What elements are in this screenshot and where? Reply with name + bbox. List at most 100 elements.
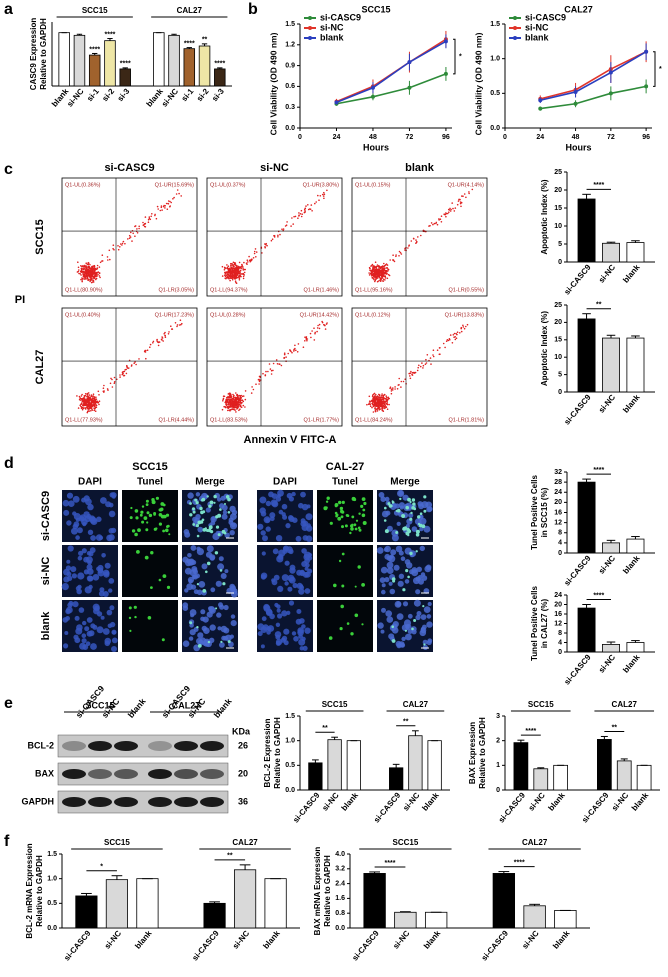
tunel-signal	[134, 509, 139, 513]
x-tick-label: 24	[536, 134, 544, 141]
x-tick-label: si-1	[180, 86, 196, 103]
x-tick-label: si-NC	[320, 791, 340, 813]
event-dot	[394, 388, 396, 390]
event-dot	[376, 401, 379, 404]
flow-plot: Q1-UL(0.12%) Q1-UR(13.83%)Q1-LL(84.24%) Q1…	[351, 307, 488, 427]
nucleus	[288, 600, 295, 606]
event-dot	[96, 264, 99, 267]
event-dot	[407, 247, 409, 249]
event-dot	[376, 395, 379, 397]
event-dot	[310, 204, 313, 206]
tunel-signal	[146, 521, 149, 524]
y-tick-label: 0.8	[335, 910, 345, 917]
y-tick-label: 0.3	[285, 104, 295, 111]
x-tick-label: si-CASC9	[497, 790, 528, 824]
nucleus	[284, 581, 289, 586]
event-dot	[227, 268, 230, 271]
event-dot	[390, 392, 393, 395]
event-dot	[90, 404, 92, 407]
event-dot	[98, 272, 101, 274]
nucleus	[415, 614, 421, 621]
event-dot	[79, 271, 82, 273]
tunel-signal	[334, 511, 338, 515]
nucleus	[291, 491, 296, 497]
event-dot	[80, 407, 83, 410]
event-dot	[111, 378, 113, 381]
nucleus	[77, 584, 82, 590]
nucleus	[98, 590, 105, 597]
event-dot	[77, 270, 79, 273]
tunel-signal	[227, 640, 231, 644]
event-dot	[144, 223, 147, 225]
nucleus	[293, 636, 299, 642]
event-dot	[454, 336, 457, 338]
event-dot	[468, 191, 470, 193]
event-dot	[463, 193, 466, 195]
event-dot	[96, 268, 98, 271]
event-dot	[235, 272, 238, 275]
tunel-signal	[415, 533, 420, 537]
tunel-signal	[407, 575, 410, 579]
nucleus	[286, 610, 291, 616]
event-dot	[122, 370, 125, 373]
tunel-signal	[140, 510, 144, 514]
tunel-signal	[362, 508, 366, 512]
nucleus	[403, 619, 412, 627]
event-dot	[377, 269, 379, 271]
significance: **	[403, 719, 409, 726]
event-dot	[242, 275, 245, 278]
x-tick-label: si-NC	[597, 263, 617, 285]
event-dot	[238, 279, 241, 281]
event-dot	[273, 234, 276, 237]
event-dot	[308, 208, 311, 210]
event-dot	[449, 210, 452, 212]
group-label: CAL27	[403, 700, 429, 709]
event-dot	[128, 237, 131, 239]
bar	[104, 40, 116, 87]
event-dot	[78, 398, 81, 401]
nucleus	[275, 622, 281, 627]
y-tick-label: 15	[554, 337, 562, 344]
event-dot	[369, 405, 372, 408]
bar	[394, 911, 417, 929]
event-dot	[377, 265, 379, 268]
nucleus	[221, 513, 228, 520]
tunel-signal	[341, 500, 345, 504]
event-dot	[252, 257, 255, 259]
event-dot	[453, 210, 456, 212]
event-dot	[272, 362, 275, 365]
event-dot	[83, 268, 86, 270]
x-tick-label: blank	[621, 392, 642, 414]
event-dot	[402, 380, 405, 383]
event-dot	[415, 241, 418, 244]
event-dot	[387, 268, 389, 270]
line-label: CAL27	[172, 700, 201, 710]
y-tick-label: 1.5	[285, 21, 295, 28]
nucleus	[423, 606, 431, 613]
bar	[363, 873, 386, 929]
event-dot	[382, 280, 384, 282]
x-tick-label: si-CASC9	[62, 928, 93, 962]
nucleus	[286, 492, 293, 499]
event-dot	[285, 356, 287, 358]
tunel-signal	[407, 529, 412, 534]
nucleus	[281, 512, 286, 517]
nucleus	[281, 610, 288, 617]
tunel-signal	[402, 588, 406, 592]
event-dot	[392, 259, 395, 262]
nucleus	[65, 616, 70, 621]
event-dot	[253, 252, 256, 255]
nucleus	[70, 566, 77, 573]
gate-label: Q1-LL(77.93%)	[65, 417, 103, 423]
band	[114, 741, 138, 751]
nucleus	[289, 567, 296, 574]
event-dot	[386, 264, 389, 266]
gate-label: Q1-LL(83.53%)	[210, 417, 248, 423]
x-tick-label: blank	[630, 790, 651, 812]
event-dot	[94, 407, 96, 410]
nucleus	[277, 585, 284, 593]
nucleus	[184, 588, 189, 593]
y-axis-label: BCL-2 Expression	[263, 718, 272, 787]
